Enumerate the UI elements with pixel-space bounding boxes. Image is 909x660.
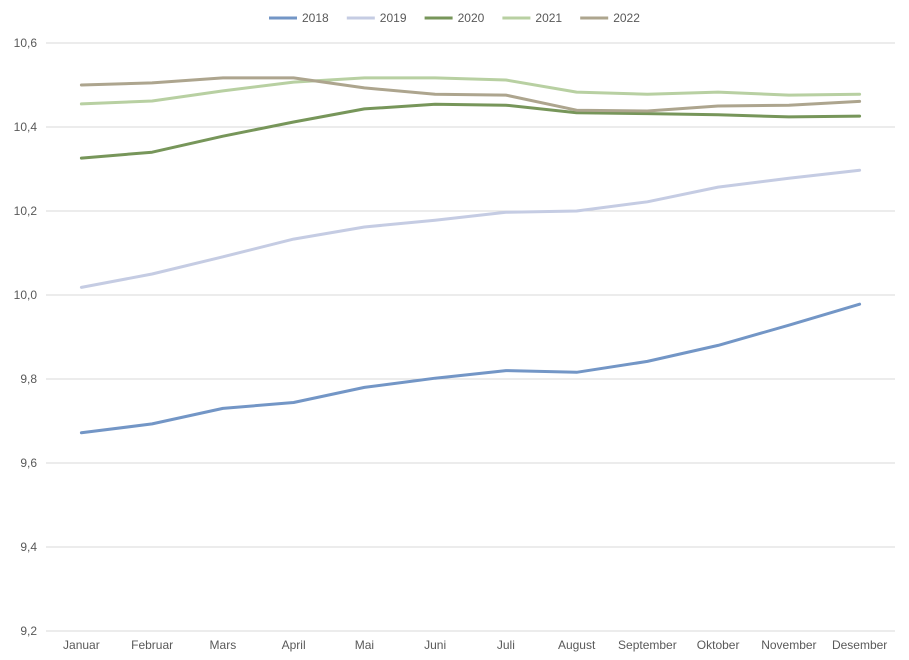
- series-line-2022: [79, 76, 862, 113]
- x-tick-label: Desember: [832, 638, 887, 652]
- x-tick-label: Januar: [63, 638, 100, 652]
- legend-label: 2022: [613, 11, 640, 25]
- x-tick-label: April: [282, 638, 306, 652]
- y-axis: 9,2 9,4 9,6 9,8 10,0 10,2 10,4 10,6: [14, 36, 38, 638]
- legend-label: 2019: [380, 11, 407, 25]
- legend-label: 2020: [458, 11, 485, 25]
- legend-label: 2018: [302, 11, 329, 25]
- x-tick-label: Juli: [497, 638, 515, 652]
- y-tick-label: 10,6: [14, 36, 38, 50]
- series-line-2021: [79, 76, 862, 106]
- legend-item-2019: 2019: [346, 11, 407, 25]
- series-group: [79, 76, 862, 435]
- x-tick-label: September: [618, 638, 677, 652]
- y-tick-label: 9,2: [20, 624, 37, 638]
- legend-label: 2021: [535, 11, 562, 25]
- series-line-2018: [79, 302, 862, 435]
- legend-item-2022: 2022: [580, 11, 640, 25]
- x-axis: Januar Februar Mars April Mai Juni Juli August S…: [63, 638, 887, 652]
- x-tick-label: Juni: [424, 638, 446, 652]
- y-tick-label: 9,6: [20, 456, 37, 470]
- x-tick-label: Mai: [355, 638, 374, 652]
- x-tick-label: Mars: [210, 638, 237, 652]
- series-line-2020: [79, 102, 862, 160]
- y-tick-label: 10,4: [14, 120, 38, 134]
- x-tick-label: Februar: [131, 638, 173, 652]
- x-tick-label: November: [761, 638, 816, 652]
- y-tick-label: 9,8: [20, 372, 37, 386]
- x-tick-label: August: [558, 638, 596, 652]
- y-tick-label: 9,4: [20, 540, 37, 554]
- x-tick-label: Oktober: [697, 638, 740, 652]
- y-tick-label: 10,0: [14, 288, 38, 302]
- legend-item-2018: 2018: [269, 11, 329, 25]
- series-line-2019: [79, 168, 862, 289]
- legend: 2018 2019 2020 2021 2022: [269, 11, 640, 25]
- gridlines: [46, 42, 895, 632]
- legend-item-2021: 2021: [502, 11, 562, 25]
- y-tick-label: 10,2: [14, 204, 38, 218]
- legend-item-2020: 2020: [424, 11, 485, 25]
